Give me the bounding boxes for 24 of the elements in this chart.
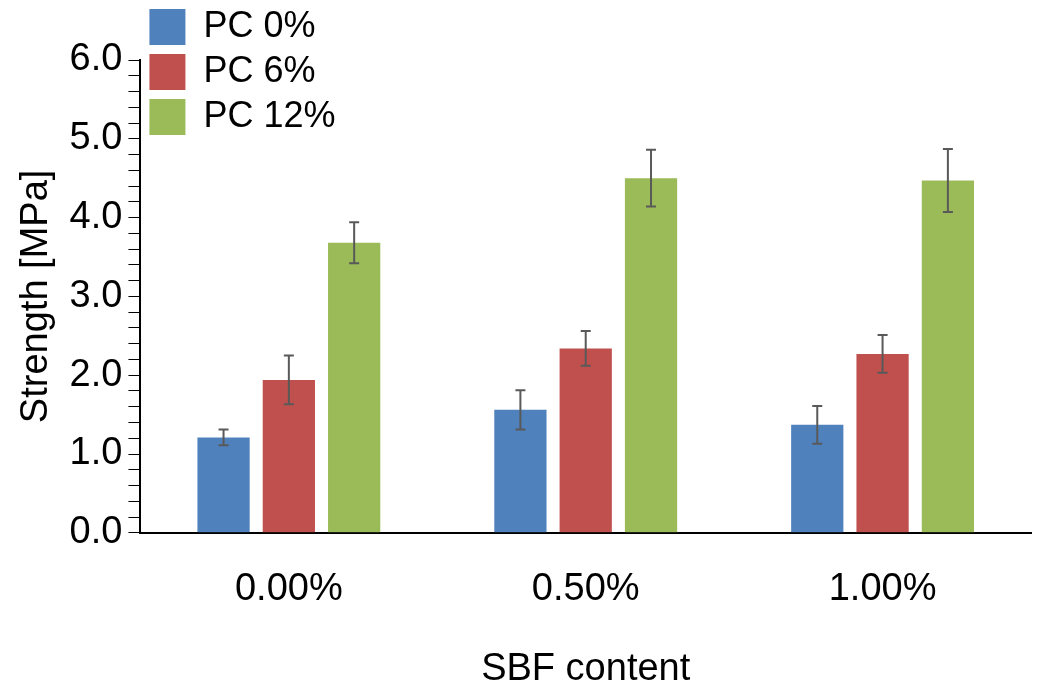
bar [921, 180, 974, 533]
y-tick-label: 4.0 [69, 194, 123, 237]
bar [856, 353, 909, 533]
y-tick-label: 2.0 [69, 351, 123, 394]
x-axis-title: SBF content [481, 645, 691, 688]
legend-label: PC 0% [203, 3, 316, 45]
bar [328, 242, 381, 533]
x-tick-label: 0.00% [234, 566, 343, 609]
legend-label: PC 12% [203, 93, 336, 135]
bar [197, 437, 250, 533]
y-tick-label: 3.0 [69, 272, 123, 315]
bar [262, 379, 315, 533]
y-tick-label: 6.0 [69, 36, 123, 79]
x-tick-label: 0.50% [531, 566, 640, 609]
bar [624, 178, 678, 533]
legend-label: PC 6% [203, 48, 316, 90]
bar [559, 348, 612, 533]
bar [791, 424, 844, 533]
y-tick-label: 5.0 [69, 115, 123, 158]
y-tick-label: 0.0 [69, 509, 123, 552]
x-tick-label: 1.00% [828, 566, 937, 609]
y-axis-title: Strength [MPa] [13, 169, 56, 424]
bar [494, 409, 547, 533]
y-tick-label: 1.0 [69, 430, 123, 473]
